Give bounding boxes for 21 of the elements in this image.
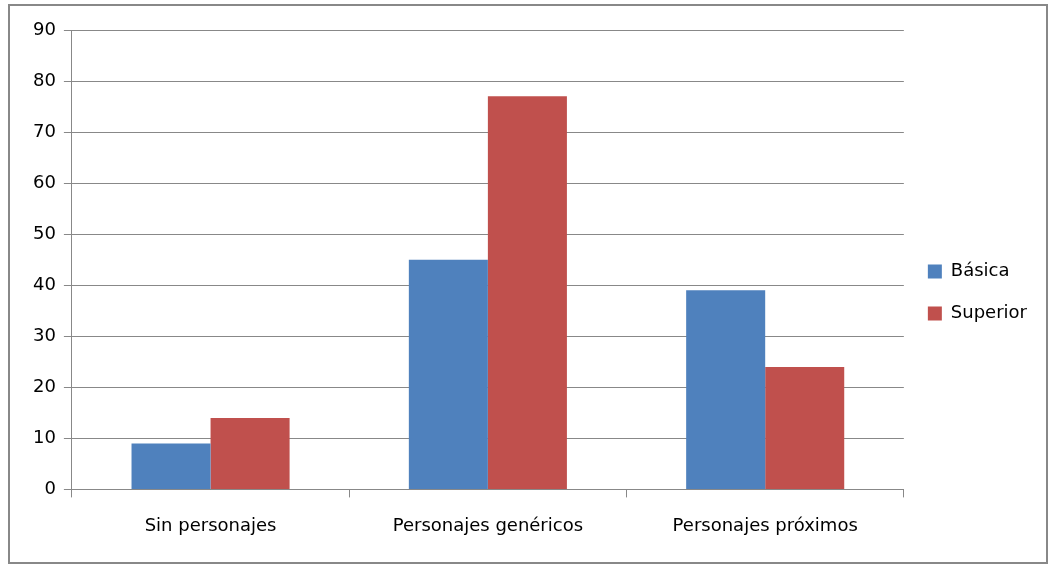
- x-tick-label: Personajes próximos: [672, 513, 858, 535]
- y-tick-label: 20: [33, 374, 56, 396]
- bar: [210, 417, 290, 489]
- y-tick-label: 30: [33, 323, 56, 345]
- bar: [686, 290, 766, 489]
- y-tick-label: 10: [33, 426, 56, 448]
- bar: [408, 259, 488, 489]
- y-tick-label: 50: [33, 221, 56, 243]
- bar: [131, 443, 211, 489]
- y-tick-label: 40: [33, 272, 56, 294]
- x-tick-label: Personajes genéricos: [392, 513, 584, 535]
- x-tick-label: Sin personajes: [144, 513, 277, 535]
- bar: [487, 96, 567, 489]
- y-tick-label: 60: [33, 170, 56, 192]
- legend-label: Básica: [950, 259, 1010, 281]
- legend-label: Superior: [950, 301, 1028, 323]
- bar: [765, 366, 845, 489]
- y-tick-label: 70: [33, 119, 56, 141]
- y-tick-label: 0: [44, 477, 56, 499]
- y-tick-label: 80: [33, 68, 56, 90]
- y-tick-label: 90: [33, 17, 56, 39]
